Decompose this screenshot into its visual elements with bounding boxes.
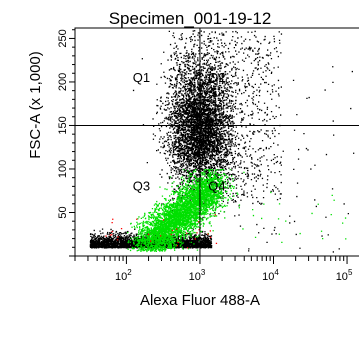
y-axis: 50 100 150 200 250 bbox=[57, 29, 75, 257]
x-axis: 102 103 104 105 bbox=[74, 256, 353, 283]
x-tick-label: 104 bbox=[262, 268, 279, 283]
quadrant-label-q3: Q3 bbox=[133, 179, 150, 194]
y-tick-label: 200 bbox=[57, 73, 69, 91]
quadrant-label-q1: Q1 bbox=[133, 70, 150, 85]
x-axis-title: Alexa Fluor 488-A bbox=[140, 292, 260, 309]
event-dots-green bbox=[127, 169, 347, 253]
quadrant-label-q2: Q2 bbox=[208, 70, 225, 85]
x-tick-label: 102 bbox=[115, 268, 132, 283]
y-tick-label: 250 bbox=[57, 29, 69, 47]
quadrant-label-q4: Q4 bbox=[208, 179, 225, 194]
y-tick-label: 100 bbox=[57, 160, 69, 178]
x-tick-label: 103 bbox=[189, 268, 206, 283]
x-tick-label: 105 bbox=[336, 268, 353, 283]
chart-title: Specimen_001-19-12 bbox=[109, 9, 272, 28]
plot-area: Q1 Q2 Q3 Q4 bbox=[74, 27, 359, 257]
y-axis-title: FSC-A (x 1,000) bbox=[27, 51, 44, 159]
y-tick-label: 150 bbox=[57, 116, 69, 134]
event-dots-black bbox=[89, 30, 355, 253]
y-tick-label: 50 bbox=[57, 206, 69, 218]
